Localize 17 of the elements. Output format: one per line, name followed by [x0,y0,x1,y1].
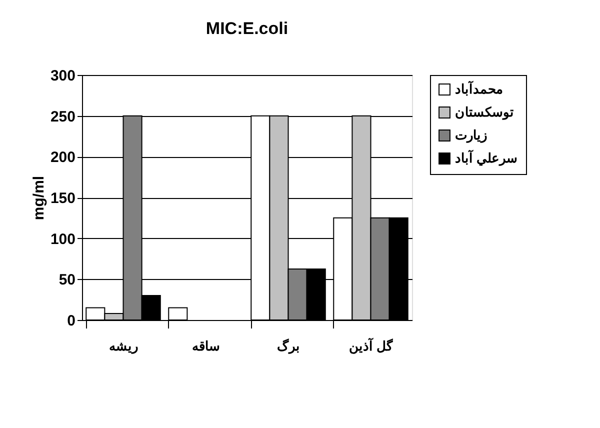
y-tick-label: 150 [50,190,76,207]
legend-label: زيارت [455,128,487,144]
x-tick-label: ریشه [108,338,138,354]
y-axis-title: mg/ml [30,176,48,220]
y-tick-label: 200 [50,149,76,166]
x-tick-label: برگ [276,338,300,354]
chart-title: MIC:E.coli [206,19,288,38]
y-tick-label: 250 [50,108,76,126]
x-tick-label: ساقه [192,338,220,354]
y-tick-label: 300 [50,68,76,84]
x-tick-label: گل آذین [348,338,394,354]
legend-label: توسکستان [455,104,514,120]
legend-label: سرعلي آباد [455,150,518,166]
y-tick-label: 50 [58,272,76,289]
y-tick-label: 100 [50,230,76,248]
y-tick-label: 0 [67,312,76,330]
legend-label: محمدآباد [455,80,503,96]
